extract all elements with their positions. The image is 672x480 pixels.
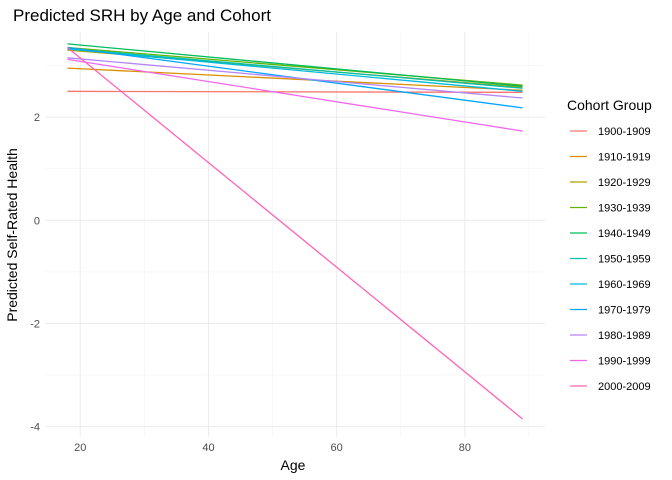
legend-title: Cohort Group: [567, 97, 652, 113]
series-line-1900-1909: [67, 90, 523, 94]
series-line-1990-1999: [67, 58, 523, 132]
legend-label-1930-1939: 1930-1939: [598, 203, 651, 215]
y-tick-label: -2: [30, 318, 40, 330]
legend-label-1990-1999: 1990-1999: [598, 356, 651, 368]
x-tick-label: 20: [74, 442, 86, 454]
series-line-1960-1969: [67, 48, 523, 92]
x-tick-labels: 20 40 60 80: [74, 442, 471, 454]
legend-label-1900-1909: 1900-1909: [598, 126, 651, 138]
legend-label-1910-1919: 1910-1919: [598, 152, 651, 164]
x-axis-title: Age: [281, 457, 306, 473]
legend-label-2000-2009: 2000-2009: [598, 381, 651, 393]
series-line-1950-1959: [67, 47, 523, 89]
series-lines: [67, 43, 523, 420]
y-tick-label: 0: [34, 215, 40, 227]
x-tick-label: 80: [459, 442, 471, 454]
legend-label-1950-1959: 1950-1959: [598, 254, 651, 266]
series-line-1980-1989: [67, 57, 523, 99]
legend: Cohort Group 1900-1909 1910-1919 1920-1929…: [567, 97, 652, 393]
legend-label-1940-1949: 1940-1949: [598, 228, 651, 240]
grid: [45, 32, 545, 437]
y-tick-label: -4: [30, 422, 40, 434]
legend-label-1970-1979: 1970-1979: [598, 305, 651, 317]
x-tick-label: 60: [331, 442, 343, 454]
chart-title: Predicted SRH by Age and Cohort: [13, 6, 271, 25]
y-tick-label: 2: [34, 112, 40, 124]
legend-label-1980-1989: 1980-1989: [598, 330, 651, 342]
series-line-2000-2009: [67, 46, 523, 420]
legend-label-1920-1929: 1920-1929: [598, 177, 651, 189]
y-tick-labels: -4 -2 0 2: [30, 112, 40, 434]
x-tick-label: 40: [202, 442, 214, 454]
legend-label-1960-1969: 1960-1969: [598, 279, 651, 291]
y-axis-title: Predicted Self-Rated Health: [4, 148, 20, 322]
series-line-1940-1949: [67, 43, 523, 87]
